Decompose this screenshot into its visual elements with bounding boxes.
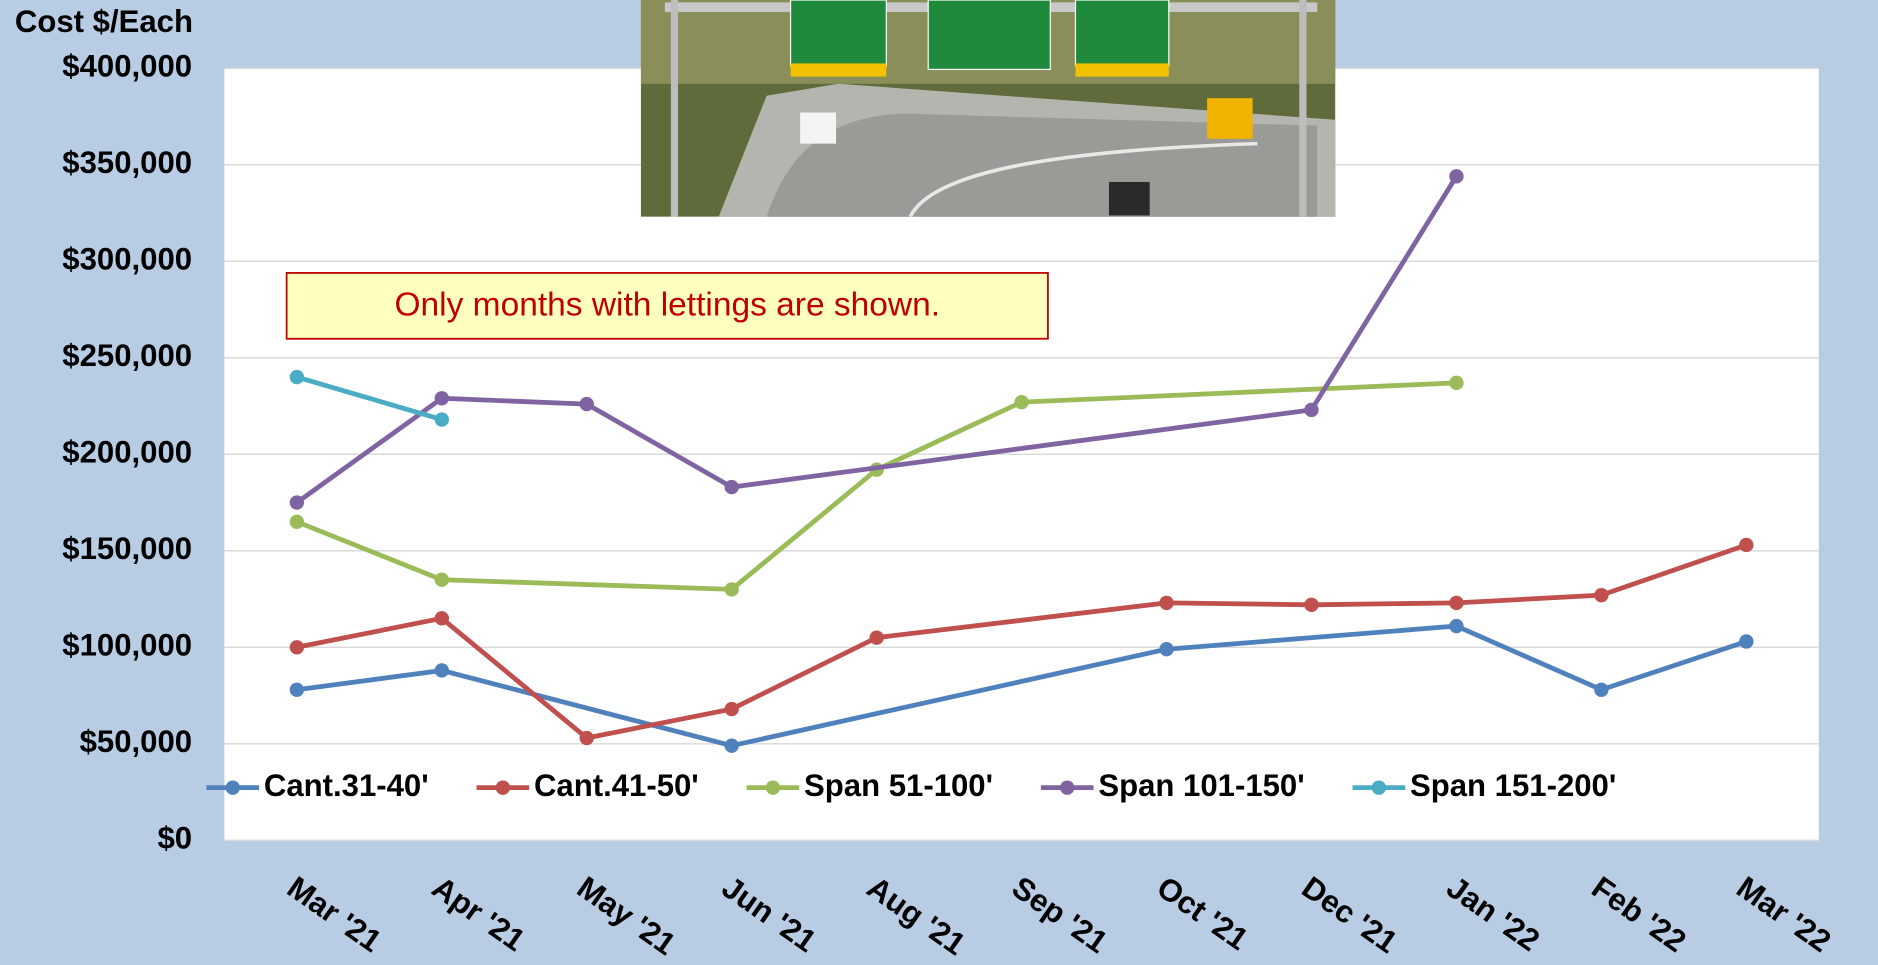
data-point bbox=[1304, 402, 1319, 418]
data-point bbox=[289, 640, 305, 655]
data-point bbox=[1739, 634, 1754, 649]
series-layer bbox=[289, 169, 1754, 753]
legend: Cant.31-40' Cant.41-50' Span 51-100' Span 1… bbox=[206, 768, 1616, 803]
data-point bbox=[1739, 537, 1754, 553]
legend-marker bbox=[495, 780, 511, 795]
data-point bbox=[289, 514, 305, 530]
data-point bbox=[724, 582, 739, 597]
y-tick-label: $0 bbox=[157, 821, 192, 856]
legend-label: Span 51-100' bbox=[804, 768, 993, 803]
data-point bbox=[434, 412, 449, 427]
y-tick-label: $250,000 bbox=[62, 338, 192, 373]
series-line bbox=[296, 542, 1748, 741]
data-point bbox=[1594, 587, 1609, 603]
y-axis: $0 $50,000 $100,000 $150,000 $200,000 $250,00… bbox=[62, 48, 192, 855]
series-line bbox=[295, 175, 1459, 505]
data-point bbox=[724, 738, 739, 753]
y-tick-label: $150,000 bbox=[62, 531, 192, 566]
legend-label: Cant.41-50' bbox=[534, 768, 699, 803]
data-point bbox=[289, 682, 305, 697]
data-point bbox=[289, 369, 305, 385]
legend-label: Span 151-200' bbox=[1410, 768, 1616, 803]
y-axis-title: Cost $/Each bbox=[15, 4, 193, 39]
highway-photo bbox=[640, 0, 1336, 218]
data-point bbox=[579, 396, 594, 412]
data-point bbox=[1449, 618, 1464, 634]
data-point bbox=[579, 730, 594, 746]
y-tick-label: $300,000 bbox=[62, 241, 192, 276]
data-point bbox=[1304, 597, 1319, 612]
annotation-text: Only months with lettings are shown. bbox=[394, 286, 940, 323]
legend-marker bbox=[1371, 780, 1387, 795]
legend-marker bbox=[765, 780, 781, 795]
data-point bbox=[1449, 375, 1464, 391]
legend-marker bbox=[225, 780, 240, 795]
y-tick-label: $350,000 bbox=[62, 145, 192, 180]
y-tick-label: $100,000 bbox=[62, 628, 192, 663]
data-point bbox=[724, 701, 739, 717]
data-point bbox=[434, 663, 449, 678]
legend-marker bbox=[1060, 780, 1075, 795]
data-point bbox=[1159, 642, 1174, 657]
data-point bbox=[434, 611, 449, 626]
y-tick-label: $400,000 bbox=[62, 48, 192, 83]
annotation: Only months with lettings are shown. bbox=[285, 272, 1049, 340]
data-point bbox=[1014, 394, 1029, 410]
y-tick-label: $50,000 bbox=[80, 724, 192, 759]
data-point bbox=[289, 495, 305, 510]
data-point bbox=[434, 572, 449, 587]
data-point bbox=[1449, 169, 1464, 184]
data-point bbox=[1159, 595, 1174, 611]
data-point bbox=[724, 479, 739, 495]
series-line bbox=[296, 374, 443, 422]
series-line bbox=[295, 380, 1457, 592]
legend-label: Cant.31-40' bbox=[264, 768, 429, 803]
data-point bbox=[869, 630, 884, 645]
legend-label: Span 101-150' bbox=[1098, 768, 1304, 803]
data-point bbox=[1594, 682, 1609, 697]
y-tick-label: $200,000 bbox=[62, 434, 192, 469]
data-point bbox=[1449, 595, 1464, 611]
data-point bbox=[434, 391, 449, 406]
annotation-box bbox=[285, 272, 1049, 340]
